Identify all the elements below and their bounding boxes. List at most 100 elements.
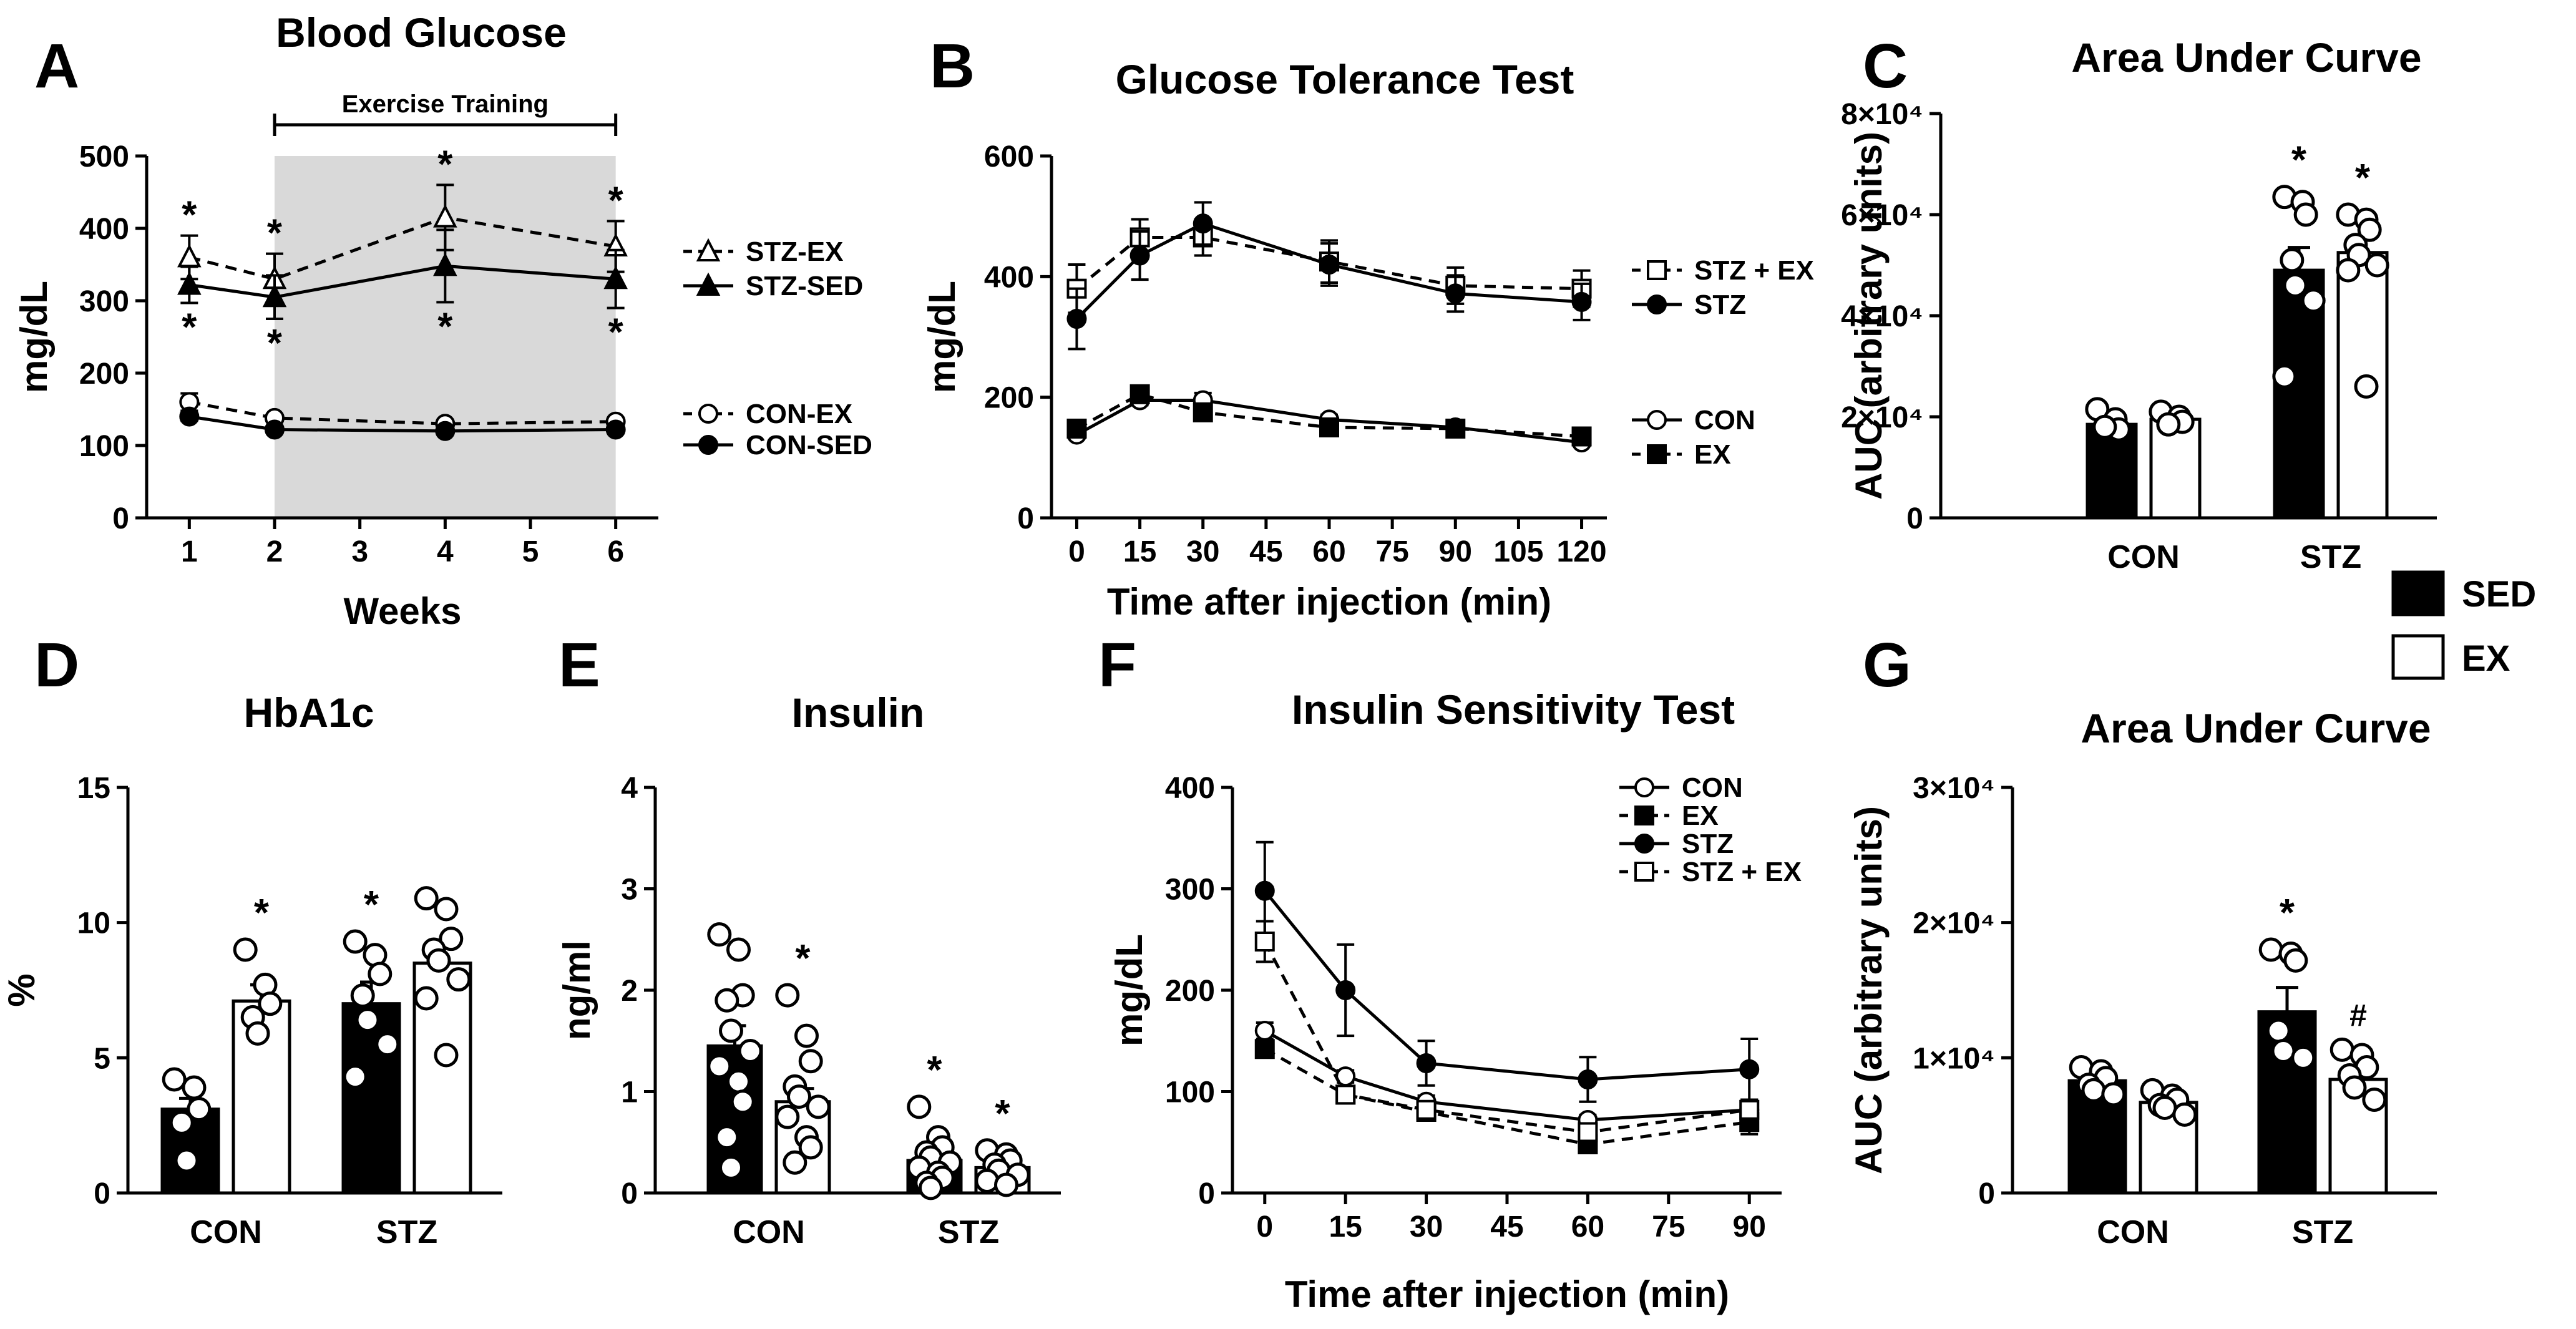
x-tick-label: 75 [1375,535,1408,568]
panel-e-insulin: Insulin 0 1 2 3 4 ng/ml CON * STZ * * [556,689,1061,1250]
significance-star: * [182,194,197,237]
series-line [188,400,616,426]
individual-point [2258,937,2283,962]
individual-point [719,1155,743,1180]
data-point [1254,1021,1275,1041]
y-axis-label: AUC (arbitrary units) [1848,806,1890,1174]
individual-point [2272,364,2297,389]
significance-star: * [182,306,197,349]
y-tick-label: 200 [984,382,1034,415]
data-point [1319,417,1339,437]
individual-point [426,948,451,973]
x-tick-label: 105 [1493,535,1543,568]
y-tick-label: 1 [621,1076,638,1109]
data-point [433,204,457,228]
significance-star: * [437,143,453,186]
legend-label: STZ [1682,829,1734,859]
individual-point [2081,1078,2106,1103]
individual-point [355,1008,380,1033]
y-tick-label: 2 [621,975,638,1008]
data-point [433,252,457,276]
legend-label: CON-SED [746,430,872,460]
significance-star: * [267,212,283,255]
legend-label: EX [1682,801,1719,831]
y-tick-label: 400 [984,261,1034,294]
panel-letter-d: D [34,630,79,700]
individual-point [187,1097,212,1122]
y-tick-label: 100 [1165,1076,1215,1109]
significance-star: * [795,937,811,980]
x-tick-label: 6 [607,535,624,568]
chart-title: Insulin Sensitivity Test [1292,686,1735,733]
individual-point [343,929,368,954]
individual-point [233,937,258,962]
legend-marker [1634,862,1654,882]
x-tick-label: 30 [1410,1210,1443,1244]
bar-sed [2086,422,2138,520]
y-axis-label: mg/dL [921,281,963,393]
panel-g-auc-ist: Area Under Curve 0 1×10⁴ 2×10⁴ 3×10⁴ AUC (arb… [1848,705,2437,1250]
individual-point [975,1169,1000,1193]
bar-ex [2149,417,2202,520]
x-tick-label: 2 [266,535,283,568]
individual-point [174,1148,199,1173]
individual-point [2283,273,2308,298]
legend-label: CON [1694,405,1755,436]
individual-point [245,1021,270,1046]
chart-title: Area Under Curve [2081,705,2431,751]
individual-point [798,1135,823,1160]
y-tick-label: 10 [77,907,110,940]
legend-marker [698,435,718,455]
bar-sed [341,1002,401,1195]
significance-hash: # [2349,998,2367,1033]
individual-point [2266,1018,2291,1043]
x-tick-label: 120 [1556,535,1606,568]
data-point [1416,1053,1437,1073]
x-tick-label: 60 [1571,1210,1604,1244]
legend-swatch-ex [2391,634,2445,680]
x-tick-label: 15 [1123,535,1156,568]
legend-marker [698,404,718,424]
y-axis-label: ng/ml [556,940,598,1040]
data-point [1254,932,1275,952]
series-line [1263,940,1750,1134]
panel-letter-g: G [1863,630,1911,700]
significance-star: * [2280,892,2295,935]
data-point [1571,291,1592,312]
significance-star: * [437,305,453,348]
individual-point [2101,1082,2126,1107]
individual-point [414,986,439,1011]
individual-point [434,897,459,922]
x-tick-label: 3 [351,535,368,568]
legend-label: STZ + EX [1694,255,1814,286]
x-category-label: CON [733,1214,805,1250]
data-point [262,283,287,308]
data-point [1739,1059,1760,1079]
data-point [1445,418,1466,439]
data-point [177,244,202,268]
data-point [1416,1099,1437,1120]
x-tick-label: 1 [181,535,198,568]
individual-point [806,1094,831,1119]
bar-sed [2257,1010,2317,1195]
data-point [1335,980,1356,1000]
individual-point [343,1064,368,1089]
data-point [1066,309,1087,329]
y-axis-label: AUC (arbitrary units) [1848,132,1890,500]
panel-f-insulin-sensitivity: Insulin Sensitivity Test0100200300400mg/… [1108,686,1802,1315]
significance-star: * [608,311,624,354]
y-tick-label: 100 [79,430,129,463]
data-point [1445,283,1466,304]
legend-marker [1647,295,1667,314]
legend-label: CON [1682,772,1743,803]
panel-c-auc-gtt: Area Under Curve 0 2×10⁴ 4×10⁴ 6×10⁴ 8×10⁴AUC… [1841,34,2437,575]
legend-marker [1634,806,1654,825]
individual-point [2271,1039,2296,1063]
y-axis-label: mg/dL [13,281,55,393]
individual-point [775,983,800,1008]
data-point [1066,418,1087,439]
individual-point [715,988,739,1013]
individual-point [2293,202,2318,227]
data-point [1578,1069,1598,1089]
individual-point [719,1018,743,1043]
